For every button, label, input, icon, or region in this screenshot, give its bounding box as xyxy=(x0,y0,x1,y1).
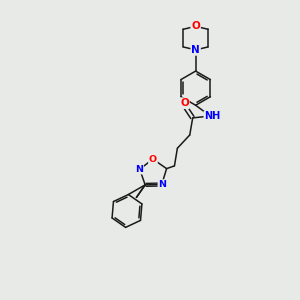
Text: O: O xyxy=(149,154,157,164)
Text: NH: NH xyxy=(204,111,220,122)
Text: N: N xyxy=(135,165,143,174)
Text: O: O xyxy=(191,21,200,31)
Text: N: N xyxy=(158,180,166,189)
Text: O: O xyxy=(180,98,189,108)
Text: N: N xyxy=(191,45,200,55)
